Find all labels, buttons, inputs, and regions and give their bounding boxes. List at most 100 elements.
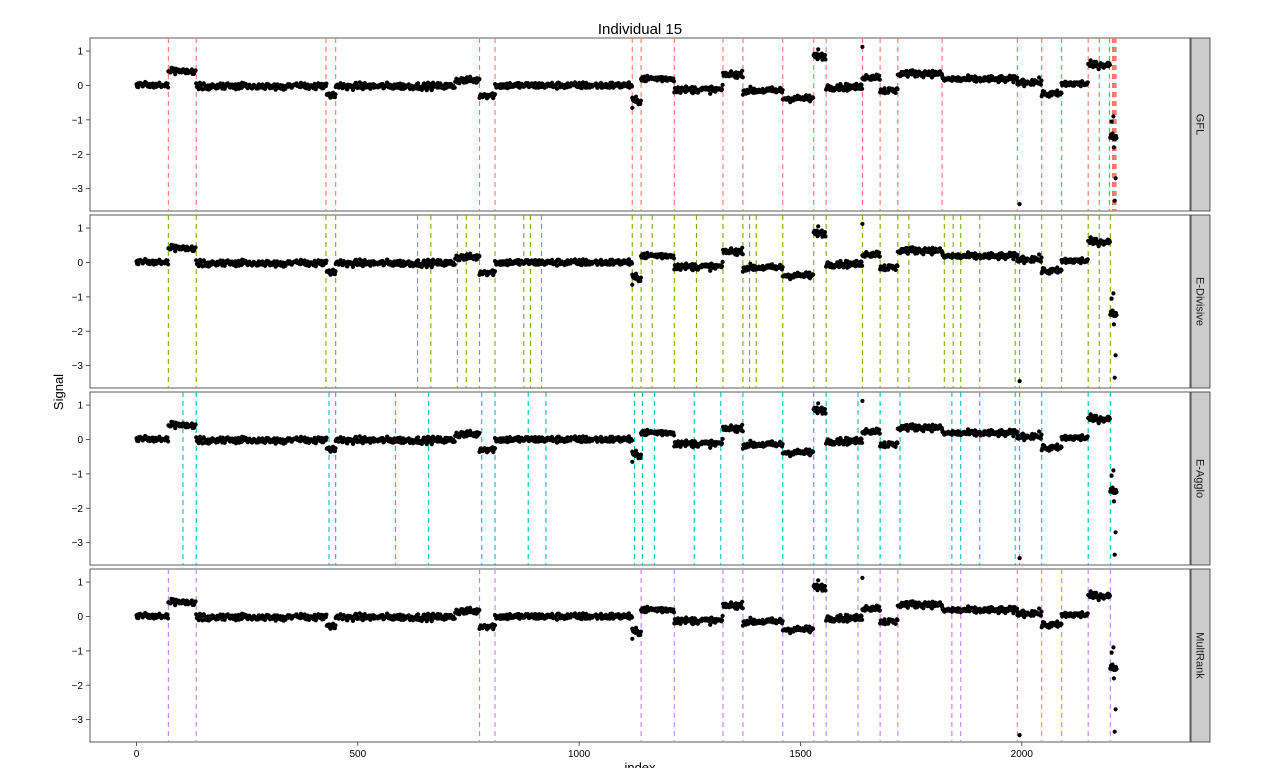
panel-frame	[89, 37, 1191, 212]
data-point	[720, 82, 725, 87]
data-point	[1015, 429, 1020, 434]
data-point	[638, 455, 643, 460]
data-point	[1109, 296, 1114, 301]
data-point	[1113, 530, 1118, 535]
data-point	[324, 435, 329, 440]
data-point	[166, 262, 171, 267]
y-tick-label: −2	[72, 150, 84, 161]
y-axis-label: Signal	[51, 374, 66, 410]
data-point	[823, 411, 828, 416]
data-point	[671, 256, 677, 261]
data-point	[166, 439, 171, 444]
data-point	[1113, 353, 1118, 358]
data-point	[1059, 268, 1064, 273]
data-point	[860, 44, 865, 50]
data-point	[1107, 239, 1112, 244]
data-point	[859, 437, 864, 442]
data-point	[822, 53, 828, 58]
data-point	[1055, 265, 1060, 270]
y-tick-label: −2	[72, 504, 84, 515]
data-point	[1059, 91, 1064, 96]
data-point	[416, 435, 421, 440]
y-tick-label: −1	[72, 115, 84, 126]
data-point	[720, 259, 725, 264]
chart-title: Individual 15	[598, 21, 682, 38]
data-point	[1038, 436, 1043, 441]
y-tick-label: 1	[77, 401, 83, 412]
data-point	[921, 252, 926, 257]
data-point	[549, 434, 555, 439]
data-point	[1114, 489, 1119, 495]
panel-frame	[89, 214, 1191, 389]
data-point	[1114, 312, 1119, 318]
data-point	[1096, 67, 1101, 72]
data-point	[610, 434, 615, 439]
data-point	[1110, 308, 1115, 313]
data-point	[895, 264, 900, 269]
y-tick-label: 0	[77, 81, 83, 92]
data-point	[333, 92, 338, 97]
data-point	[860, 398, 865, 403]
data-point	[1017, 202, 1022, 207]
data-point	[1109, 119, 1114, 124]
data-point	[740, 429, 745, 434]
data-point	[740, 68, 745, 73]
data-point	[893, 90, 898, 95]
data-point	[1114, 135, 1119, 141]
data-point	[193, 68, 198, 73]
data-point	[477, 254, 482, 259]
data-point	[1037, 75, 1042, 80]
data-point	[556, 80, 562, 85]
data-point	[1111, 145, 1116, 150]
data-point	[740, 75, 745, 80]
data-point	[1017, 379, 1022, 384]
data-point	[492, 269, 498, 274]
data-point	[452, 262, 457, 267]
data-point	[893, 267, 898, 272]
data-point	[882, 86, 887, 91]
data-point	[877, 427, 882, 432]
data-point	[816, 224, 821, 229]
strip-label: E-Agglo	[1194, 459, 1206, 498]
data-point	[1059, 445, 1064, 450]
y-tick-label: 0	[77, 258, 83, 269]
data-point	[708, 268, 713, 273]
data-point	[1113, 176, 1118, 181]
data-point	[630, 105, 635, 110]
strip-background	[1190, 214, 1211, 389]
panel-frame	[89, 568, 1191, 743]
data-point	[822, 230, 828, 235]
data-point	[780, 265, 785, 270]
data-point	[468, 428, 473, 433]
data-point	[671, 79, 677, 84]
data-point	[1109, 473, 1114, 478]
data-point	[549, 257, 555, 262]
data-point	[477, 77, 482, 82]
data-point	[324, 81, 329, 86]
data-point	[419, 441, 424, 447]
data-point	[419, 87, 424, 93]
data-point	[877, 250, 882, 255]
data-point	[193, 422, 198, 427]
data-point	[708, 91, 713, 96]
data-point	[525, 258, 531, 263]
y-tick-label: −3	[72, 184, 84, 195]
data-point	[859, 260, 864, 265]
data-point	[860, 221, 865, 226]
y-tick-label: 1	[77, 47, 83, 58]
data-point	[452, 439, 457, 444]
data-point	[1111, 468, 1116, 473]
strip-background	[1190, 391, 1211, 566]
panel-frame	[89, 391, 1191, 566]
data-point	[811, 95, 816, 100]
data-point	[1111, 322, 1116, 327]
data-point	[193, 245, 198, 250]
data-point	[1085, 257, 1090, 262]
data-point	[610, 257, 615, 262]
data-point	[816, 47, 821, 52]
data-point	[333, 446, 338, 451]
data-point	[816, 401, 821, 406]
data-point	[1038, 82, 1043, 87]
data-point	[1037, 252, 1042, 257]
